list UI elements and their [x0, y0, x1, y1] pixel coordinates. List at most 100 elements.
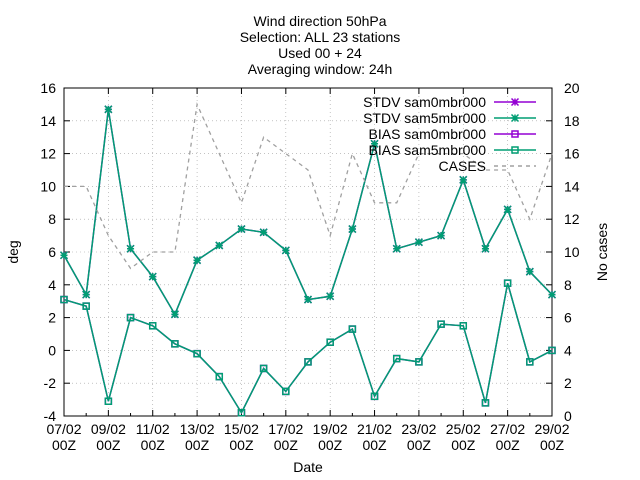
point-marker-star [547, 290, 557, 299]
y2-tick-label: 14 [564, 178, 580, 194]
point-marker-square [237, 408, 246, 417]
legend-label: STDV sam5mbr000 [363, 110, 486, 126]
x-tick-label-time: 00Z [96, 437, 121, 453]
y2-tick-label: 20 [564, 80, 580, 96]
point-marker-star [259, 228, 268, 237]
y2-axis: 0 2 4 6 8 10 12 14 16 18 20 [546, 80, 580, 424]
x-tick-label-date: 17/02 [268, 421, 303, 437]
point-marker-star [459, 175, 468, 184]
y2-tick-label: 16 [564, 146, 580, 162]
legend-label: CASES [439, 158, 486, 174]
title-line: Wind direction 50hPa [253, 13, 386, 29]
x-tick-label-time: 00Z [141, 437, 166, 453]
point-marker-star [503, 205, 512, 214]
point-marker-star [59, 251, 69, 260]
x-tick-label-time: 00Z [185, 437, 210, 453]
point-marker-square [437, 320, 445, 328]
x-tick-label-time: 00Z [318, 437, 343, 453]
point-marker-square [348, 325, 357, 333]
x-tick-label-time: 00Z [229, 437, 254, 453]
x-tick-label-date: 29/02 [534, 421, 569, 437]
y-tick-label: 4 [48, 277, 56, 293]
title-line: Used 00 + 24 [278, 45, 362, 61]
y-tick-label: -2 [44, 375, 57, 391]
point-marker-star [525, 267, 534, 276]
y-tick-label: 6 [48, 244, 56, 260]
x-tick-label-time: 00Z [274, 437, 299, 453]
series-bias-sam5mbr000 [60, 279, 556, 417]
point-marker-star [510, 97, 520, 107]
y2-tick-label: 2 [564, 375, 572, 391]
y-tick-label: 14 [40, 113, 56, 129]
point-marker-square [511, 130, 519, 138]
y2-tick-label: 10 [564, 244, 580, 260]
legend-label: STDV sam0mbr000 [363, 94, 486, 110]
point-marker-square [481, 399, 490, 407]
point-marker-star [215, 241, 224, 250]
point-marker-star [392, 244, 401, 253]
series-stdv-sam5mbr000 [59, 105, 557, 319]
y-axis-label: deg [5, 240, 21, 263]
y-tick-label: -4 [44, 408, 57, 424]
point-marker-star [326, 292, 335, 301]
title-line: Averaging window: 24h [248, 61, 393, 77]
point-marker-star [82, 290, 91, 299]
x-tick-label-date: 07/02 [46, 421, 81, 437]
point-marker-square [60, 295, 68, 304]
x-tick-label-time: 00Z [540, 437, 565, 453]
point-marker-square [526, 358, 534, 366]
x-tick-label-time: 00Z [451, 437, 476, 453]
y-tick-label: 8 [48, 211, 56, 227]
x-tick-label-time: 00Z [52, 437, 77, 453]
point-marker-square [282, 387, 290, 396]
point-marker-square [126, 313, 135, 322]
point-marker-star [126, 244, 135, 253]
y2-tick-label: 4 [564, 342, 572, 358]
point-marker-square [148, 322, 157, 330]
x-axis-label: Date [293, 459, 323, 475]
legend-label: BIAS sam0mbr000 [369, 126, 487, 142]
x-axis: 07/0200Z09/0200Z11/0200Z13/0200Z15/0200Z… [46, 88, 570, 453]
series [59, 102, 557, 417]
point-marker-square [104, 397, 113, 405]
x-tick-label-date: 21/02 [357, 421, 392, 437]
point-marker-star [348, 225, 357, 234]
point-marker-star [510, 113, 520, 123]
y-tick-label: 16 [40, 80, 56, 96]
x-tick-label-date: 09/02 [91, 421, 126, 437]
legend-label: BIAS sam5mbr000 [369, 142, 487, 158]
y2-axis-label: No cases [594, 223, 610, 281]
x-tick-label-date: 11/02 [136, 421, 170, 437]
series-line [64, 102, 553, 270]
x-tick-label-date: 19/02 [313, 421, 348, 437]
point-marker-square [193, 349, 201, 358]
y2-tick-label: 18 [564, 113, 580, 129]
point-marker-square [370, 392, 379, 401]
point-marker-square [548, 346, 556, 355]
x-tick-label-time: 00Z [362, 437, 387, 453]
x-tick-label-date: 25/02 [446, 421, 481, 437]
point-marker-square [511, 146, 519, 154]
point-marker-square [392, 354, 401, 363]
point-marker-star [370, 139, 379, 148]
x-tick-label-time: 00Z [407, 437, 432, 453]
y-tick-label: 12 [40, 146, 56, 162]
y-tick-label: 10 [40, 178, 56, 194]
point-marker-square [215, 372, 224, 381]
y-tick-label: 0 [48, 342, 56, 358]
point-marker-star [193, 256, 202, 265]
y2-tick-label: 8 [564, 277, 572, 293]
y-axis: -4 -2 0 2 4 6 8 10 12 14 16 [40, 80, 70, 424]
point-marker-star [148, 272, 157, 281]
y2-tick-label: 12 [564, 211, 580, 227]
point-marker-star [414, 238, 423, 247]
point-marker-star [437, 231, 446, 240]
x-tick-label-date: 23/02 [401, 421, 436, 437]
point-marker-square [82, 302, 90, 310]
x-tick-label-date: 27/02 [490, 421, 525, 437]
point-marker-square [459, 322, 468, 330]
series-cases [64, 102, 553, 270]
